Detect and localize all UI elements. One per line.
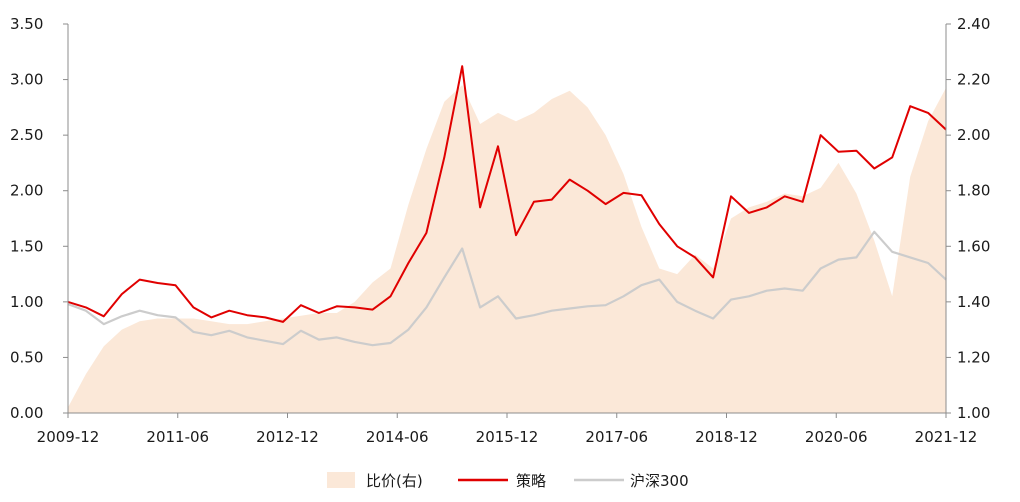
y-right-tick-label: 1.60 bbox=[957, 237, 990, 255]
y-left-tick-label: 2.00 bbox=[10, 182, 43, 200]
y-right-tick-label: 2.20 bbox=[957, 71, 990, 89]
legend-label-3: 沪深300 bbox=[630, 472, 689, 490]
series-3-line bbox=[67, 230, 947, 347]
legend-swatch-1 bbox=[327, 472, 355, 488]
y-right-tick-label: 1.40 bbox=[957, 293, 990, 311]
x-tick-label: 2021-12 bbox=[915, 428, 978, 446]
x-tick-label: 2009-12 bbox=[37, 428, 100, 446]
x-tick-label: 2020-06 bbox=[805, 428, 868, 446]
y-left-tick-label: 1.00 bbox=[10, 293, 43, 311]
y-right-tick-label: 1.20 bbox=[957, 348, 990, 366]
y-right-tick-label: 2.00 bbox=[957, 126, 990, 144]
axes-layer: 0.00 0.50 1.00 1.50 2.00 2.50 3.00 3.50 1.00 1.20… bbox=[10, 15, 990, 446]
legend: 比价(右) 策略 沪深300 bbox=[327, 472, 689, 490]
series-2-line bbox=[67, 65, 947, 323]
y-left-tick-label: 3.50 bbox=[10, 15, 43, 33]
x-tick-label: 2014-06 bbox=[366, 428, 429, 446]
x-tick-label: 2012-12 bbox=[256, 428, 319, 446]
y-left-tick-label: 0.00 bbox=[10, 404, 43, 422]
y-left-tick-label: 1.50 bbox=[10, 237, 43, 255]
x-tick-label: 2015-12 bbox=[476, 428, 539, 446]
series-1-area bbox=[68, 85, 946, 413]
legend-label-2: 策略 bbox=[516, 472, 546, 490]
legend-label-1: 比价(右) bbox=[366, 472, 423, 490]
line-layer bbox=[67, 65, 947, 347]
y-right-tick-label: 2.40 bbox=[957, 15, 990, 33]
y-right-tick-label: 1.80 bbox=[957, 182, 990, 200]
y-left-tick-label: 0.50 bbox=[10, 348, 43, 366]
y-left-tick-label: 3.00 bbox=[10, 71, 43, 89]
y-left-tick-label: 2.50 bbox=[10, 126, 43, 144]
x-tick-label: 2017-06 bbox=[585, 428, 648, 446]
y-right-tick-label: 1.00 bbox=[957, 404, 990, 422]
area-layer bbox=[68, 85, 946, 413]
x-tick-label: 2011-06 bbox=[146, 428, 209, 446]
x-tick-label: 2018-12 bbox=[695, 428, 758, 446]
